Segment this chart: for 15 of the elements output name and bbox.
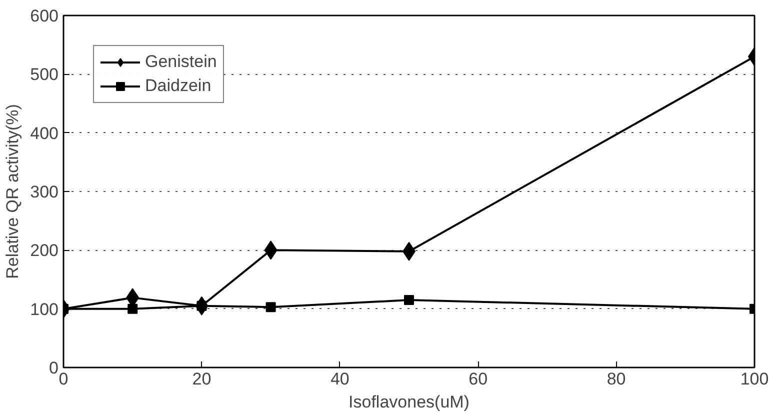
legend-label: Genistein: [145, 52, 217, 72]
y-tick-label: 300: [30, 182, 59, 202]
y-tick-label: 200: [30, 241, 59, 260]
x-tick-label: 20: [192, 370, 212, 388]
x-tick-label: 80: [606, 370, 626, 388]
x-axis-title: Isoflavones(uM): [348, 392, 470, 412]
x-tick-label: 60: [468, 370, 488, 388]
y-tick-label: 500: [30, 65, 59, 84]
legend-label: Daidzein: [145, 76, 212, 96]
y-tick-label: 100: [30, 300, 59, 319]
y-tick-label: 600: [30, 6, 59, 26]
y-axis-title: Relative QR activity(%): [3, 104, 22, 279]
x-tick-label: 100: [740, 370, 769, 388]
y-tick-label: 400: [30, 124, 59, 143]
x-tick-label: 40: [330, 370, 350, 388]
